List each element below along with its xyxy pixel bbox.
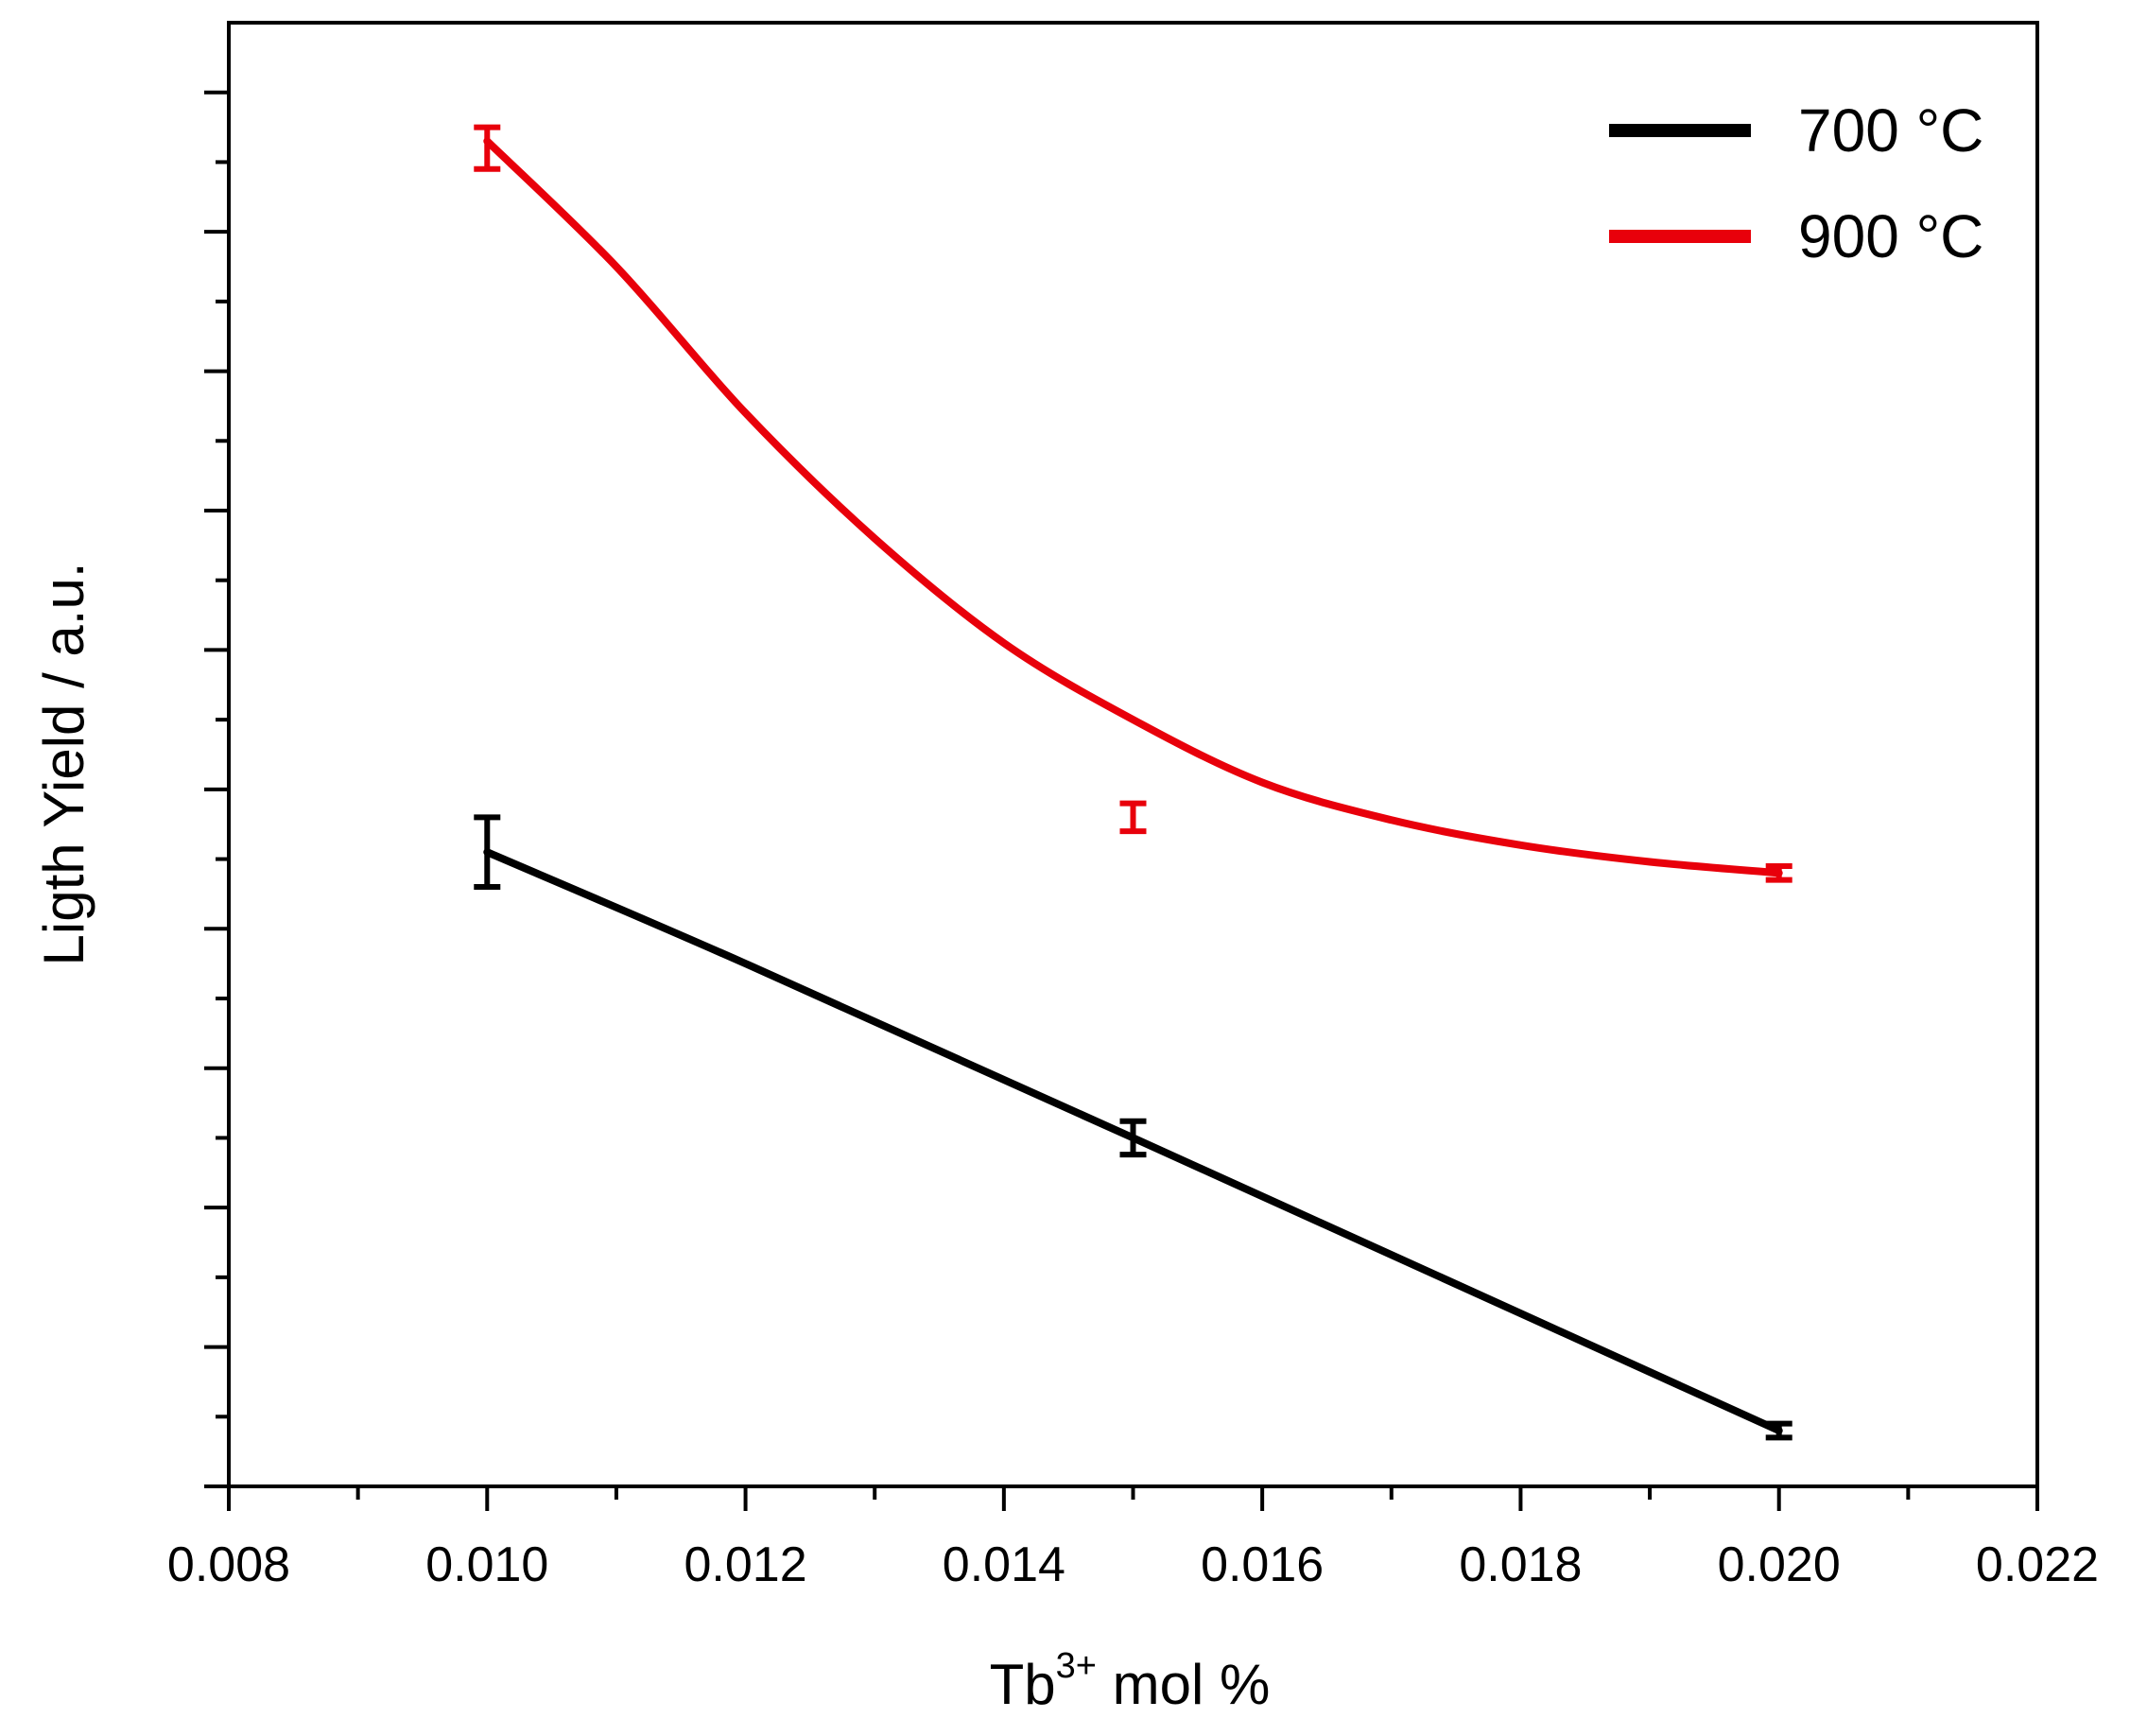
series-layer	[474, 124, 1792, 1441]
series-line-700-c	[483, 848, 1783, 1434]
x-tick-label: 0.020	[1718, 1537, 1841, 1592]
series-1	[474, 124, 1792, 883]
series-0	[474, 814, 1792, 1441]
x-tick-label: 0.018	[1459, 1537, 1582, 1592]
error-bar-700-c	[1119, 1118, 1147, 1158]
y-axis-title: Ligth Yield / a.u.	[32, 563, 95, 966]
legend-label: 900 °C	[1798, 202, 1983, 270]
x-axis-ticks: 0.008 0.010 0.012 0.014 0.016 0.018 0.020 0.022	[167, 1486, 2099, 1592]
legend-label: 700 °C	[1798, 96, 1983, 165]
x-tick-label: 0.008	[167, 1537, 290, 1592]
y-axis-ticks	[204, 90, 229, 1488]
plot-area	[227, 21, 2039, 1488]
error-bar-700-c	[1765, 1420, 1792, 1441]
legend: 700 °C 900 °C	[1609, 96, 1983, 270]
x-tick-label: 0.022	[1976, 1537, 2099, 1592]
x-axis-title: Tb3+ mol %	[990, 1646, 1271, 1716]
error-bar-700-c	[474, 814, 501, 891]
x-tick-label: 0.014	[943, 1537, 1065, 1592]
error-bar-900-c	[1119, 800, 1147, 835]
x-tick-label: 0.010	[425, 1537, 548, 1592]
x-tick-label: 0.016	[1201, 1537, 1324, 1592]
x-tick-label: 0.012	[684, 1537, 807, 1592]
error-bar-900-c	[1765, 862, 1792, 883]
plot-frame	[227, 21, 2039, 1488]
error-bar-900-c	[474, 124, 501, 172]
series-line-900-c	[483, 137, 1783, 877]
